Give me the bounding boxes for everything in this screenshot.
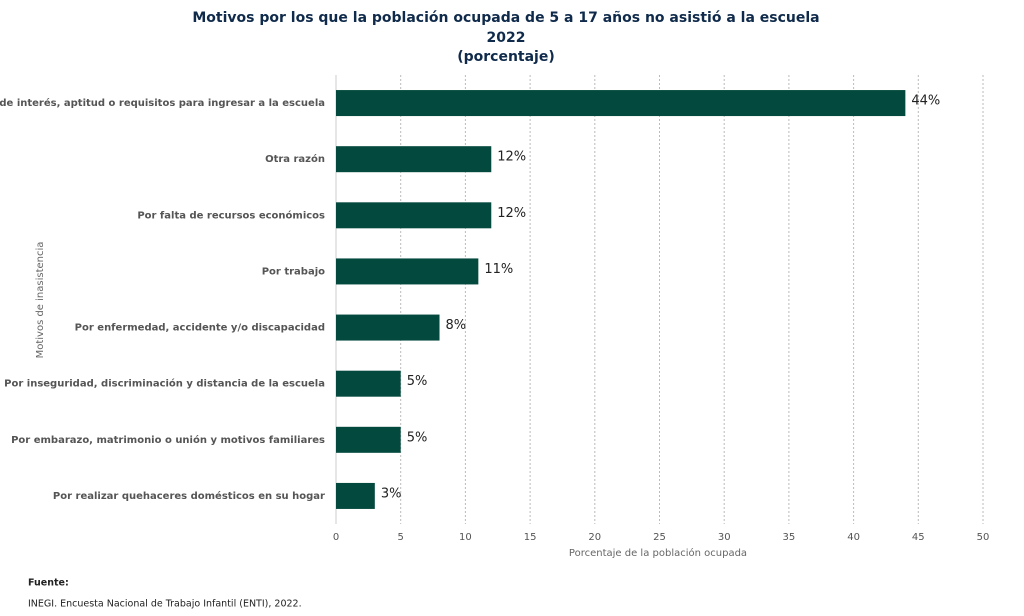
x-tick-label: 50 <box>977 532 990 543</box>
y-tick-label: Por falta de interés, aptitud o requisit… <box>0 97 325 109</box>
unit-note: (porcentaje) <box>457 49 555 65</box>
x-tick-label: 20 <box>588 532 601 543</box>
x-tick-label: 15 <box>524 532 537 543</box>
x-tick-label: 0 <box>333 532 339 543</box>
footer-text: INEGI. Encuesta Nacional de Trabajo Infa… <box>28 599 302 610</box>
y-tick-label: Por inseguridad, discriminación y distan… <box>4 378 325 390</box>
value-label: 44% <box>911 94 940 109</box>
bar <box>336 482 375 509</box>
value-label: 8% <box>446 318 467 333</box>
bar <box>336 202 492 229</box>
y-tick-label: Por realizar quehaceres domésticos en su… <box>53 490 325 502</box>
value-label: 5% <box>407 430 428 445</box>
value-label: 3% <box>381 486 402 501</box>
y-axis-label: Motivos de inasistencia <box>35 242 46 359</box>
bar <box>336 90 906 117</box>
x-tick-label: 5 <box>398 532 404 543</box>
bar <box>336 314 440 341</box>
bar <box>336 426 401 453</box>
y-tick-label: Por falta de recursos económicos <box>137 209 325 221</box>
x-tick-label: 10 <box>459 532 472 543</box>
value-label: 11% <box>484 262 513 277</box>
y-tick-label: Por enfermedad, accidente y/o discapacid… <box>75 323 325 334</box>
x-axis-label: Porcentaje de la población ocupada <box>569 547 747 559</box>
chart-title: Motivos por los que la población ocupada… <box>192 10 819 26</box>
bar <box>336 370 401 397</box>
bar <box>336 258 479 285</box>
bar <box>336 146 492 173</box>
chart-subtitle: 2022 <box>487 30 526 46</box>
y-tick-label: Por embarazo, matrimonio o unión y motiv… <box>11 434 325 446</box>
value-label: 12% <box>497 206 526 221</box>
value-label: 12% <box>497 150 526 165</box>
footer-heading: Fuente: <box>28 578 69 589</box>
x-tick-label: 35 <box>783 532 796 543</box>
value-label: 5% <box>407 374 428 389</box>
x-tick-label: 45 <box>912 532 925 543</box>
x-tick-label: 40 <box>847 532 860 543</box>
y-tick-label: Por trabajo <box>262 266 325 277</box>
x-tick-label: 25 <box>653 532 666 543</box>
y-tick-label: Otra razón <box>265 153 325 165</box>
x-tick-label: 30 <box>718 532 731 543</box>
